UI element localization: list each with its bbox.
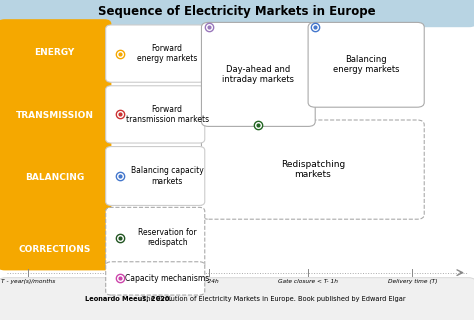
Text: T - year(s)/months: T - year(s)/months: [1, 279, 55, 284]
FancyBboxPatch shape: [106, 147, 205, 205]
Text: Balancing
energy markets: Balancing energy markets: [333, 55, 400, 75]
Text: BALANCING: BALANCING: [25, 173, 84, 182]
Text: TRANSMISSION: TRANSMISSION: [16, 111, 93, 120]
Text: Gate closure < T- 1h: Gate closure < T- 1h: [278, 279, 338, 284]
FancyBboxPatch shape: [201, 120, 424, 219]
Text: Leonardo Meeus, 2020.: Leonardo Meeus, 2020.: [85, 296, 173, 302]
FancyBboxPatch shape: [0, 0, 474, 27]
FancyBboxPatch shape: [106, 86, 205, 143]
Text: CORRECTIONS: CORRECTIONS: [18, 245, 91, 254]
Text: Leonardo Meeus, 2020.: Leonardo Meeus, 2020.: [0, 319, 1, 320]
Text: Forward
transmission markets: Forward transmission markets: [126, 105, 209, 124]
Text: T - 24h: T - 24h: [198, 279, 219, 284]
Text: Delivery time (T): Delivery time (T): [388, 279, 437, 284]
FancyBboxPatch shape: [0, 278, 474, 320]
Text: Forward
energy markets: Forward energy markets: [137, 44, 197, 63]
FancyBboxPatch shape: [0, 19, 111, 270]
Text: ENERGY: ENERGY: [35, 48, 74, 57]
FancyBboxPatch shape: [106, 262, 205, 295]
Text: The Evolution of Electricity Markets in Europe. Book published by Edward Elgar: The Evolution of Electricity Markets in …: [0, 319, 1, 320]
FancyBboxPatch shape: [106, 25, 205, 82]
Text: Capacity mechanisms: Capacity mechanisms: [125, 274, 209, 283]
FancyBboxPatch shape: [201, 22, 315, 126]
Text: Balancing capacity
markets: Balancing capacity markets: [131, 166, 203, 186]
Text: Reservation for
redispatch: Reservation for redispatch: [138, 228, 196, 247]
Text: The Evolution of Electricity Markets in Europe. Book published by Edward Elgar: The Evolution of Electricity Markets in …: [140, 296, 405, 302]
Text: Redispatching
markets: Redispatching markets: [281, 160, 345, 179]
FancyBboxPatch shape: [308, 22, 424, 107]
Text: Day-ahead and
intraday markets: Day-ahead and intraday markets: [222, 65, 294, 84]
Text: Sequence of Electricity Markets in Europe: Sequence of Electricity Markets in Europ…: [98, 5, 376, 18]
FancyBboxPatch shape: [106, 207, 205, 268]
